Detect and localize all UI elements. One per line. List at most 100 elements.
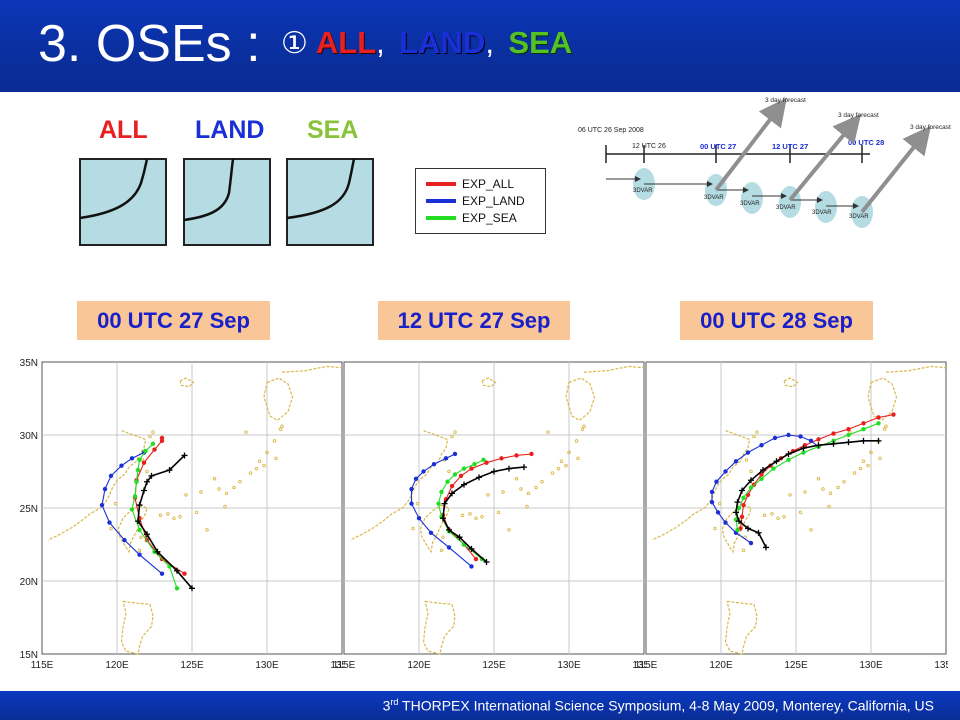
scheme-box-land — [183, 158, 271, 246]
track-exp-land-point — [108, 473, 114, 479]
track-exp-land-point — [428, 530, 434, 536]
timeline-tick-label-4: 00 UTC 28 — [848, 138, 884, 147]
track-best-point — [734, 499, 741, 506]
island — [749, 469, 753, 474]
cycle-label-1: 3DVAR — [633, 188, 653, 194]
coastline — [422, 600, 456, 655]
title-comma: , — [376, 25, 385, 60]
track-best-point — [144, 478, 150, 485]
track-exp-land-point — [413, 476, 419, 481]
map-layer: 115E 120E 125E 130E 135E — [333, 361, 646, 671]
island — [788, 493, 792, 497]
island — [842, 479, 846, 484]
island — [468, 512, 472, 516]
scheme-box-sea — [286, 158, 374, 246]
island — [526, 491, 531, 496]
island — [232, 485, 236, 490]
track-exp-land-point — [107, 520, 112, 525]
track-exp-land-point — [122, 537, 127, 543]
footer-bar: 3rd THORPEX International Science Sympos… — [0, 691, 960, 720]
island — [496, 510, 501, 515]
track-exp-land-point — [759, 443, 764, 448]
track-exp-all-point — [514, 453, 519, 458]
lon-tick-label: 125E — [482, 660, 506, 671]
scheme-box-all — [79, 158, 167, 246]
track-exp-sea-point — [786, 457, 791, 463]
track-exp-all-point — [473, 556, 479, 562]
track-exp-all-point — [529, 451, 534, 457]
island — [803, 490, 807, 494]
panel-label-2-text: 12 UTC 27 Sep — [397, 308, 551, 333]
island — [194, 510, 199, 515]
lon-tick-label: 120E — [407, 660, 431, 671]
island — [223, 504, 227, 509]
island — [447, 469, 451, 474]
footer-caption: THORPEX International Science Symposium,… — [398, 697, 934, 714]
track-best-point — [521, 464, 527, 471]
island — [828, 491, 833, 496]
track-exp-all-point — [816, 437, 821, 442]
track-exp-all-point — [484, 460, 489, 465]
island — [411, 526, 415, 531]
track-best-point — [446, 526, 452, 533]
track-best-point — [760, 467, 766, 474]
island — [770, 512, 774, 516]
lat-tick-label: 15N — [20, 650, 38, 661]
track-best-point — [845, 439, 852, 446]
track-exp-sea-point — [135, 467, 141, 473]
forecast-label-3: 3 day forecast — [910, 124, 951, 131]
island — [439, 548, 444, 553]
track-exp-all-point — [152, 447, 157, 452]
track-exp-land-line — [101, 452, 163, 575]
island — [580, 427, 585, 431]
lat-tick-label: 30N — [20, 431, 38, 442]
track-exp-all-point — [846, 426, 851, 432]
lon-tick-label: 130E — [255, 660, 279, 671]
slide-title: 3. OSEs : ① ALL, LAND, SEA — [38, 14, 572, 74]
cycle-ellipse-5 — [815, 191, 837, 223]
island — [717, 501, 722, 506]
track-exp-land-point — [452, 451, 458, 457]
track-exp-land-point — [748, 540, 754, 546]
island — [113, 501, 118, 506]
coastline — [281, 365, 343, 373]
lon-tick-label: 115E — [31, 660, 54, 671]
island — [205, 528, 209, 532]
track-exp-sea-point — [452, 472, 458, 477]
footer-superscript: rd — [390, 697, 399, 707]
island — [525, 504, 529, 509]
track-best-point — [815, 442, 822, 449]
track-exp-all-point — [759, 472, 764, 477]
timeline-tick-label-3: 12 UTC 27 — [772, 142, 808, 151]
island — [848, 430, 852, 434]
track-best-point — [736, 518, 742, 525]
island — [415, 501, 420, 506]
island — [166, 512, 170, 516]
track-exp-land-point — [137, 552, 142, 557]
track-exp-all-point — [741, 502, 746, 508]
island — [441, 535, 445, 539]
track-best-point — [461, 481, 467, 488]
island — [514, 477, 519, 481]
panel-label-1-text: 00 UTC 27 Sep — [97, 308, 250, 333]
exp-label-land-text: LAND — [195, 116, 265, 144]
track-best-point — [748, 477, 754, 484]
island — [836, 485, 840, 490]
island — [480, 515, 484, 519]
cycle-label-4: 3DVAR — [776, 205, 796, 211]
scheme-box-land-fill — [183, 158, 271, 246]
scheme-curve-all — [79, 158, 149, 220]
island — [559, 459, 564, 464]
island — [576, 456, 580, 461]
island — [184, 493, 188, 497]
cycle-label-6: 3DVAR — [849, 214, 869, 220]
lon-tick-label: 125E — [784, 660, 808, 671]
lon-tick-label: 125E — [180, 660, 204, 671]
island — [507, 528, 511, 532]
track-exp-sea-point — [445, 479, 450, 484]
coastline — [117, 504, 148, 554]
scheme-curve-land — [183, 158, 235, 222]
island — [501, 490, 505, 494]
island — [582, 424, 586, 428]
